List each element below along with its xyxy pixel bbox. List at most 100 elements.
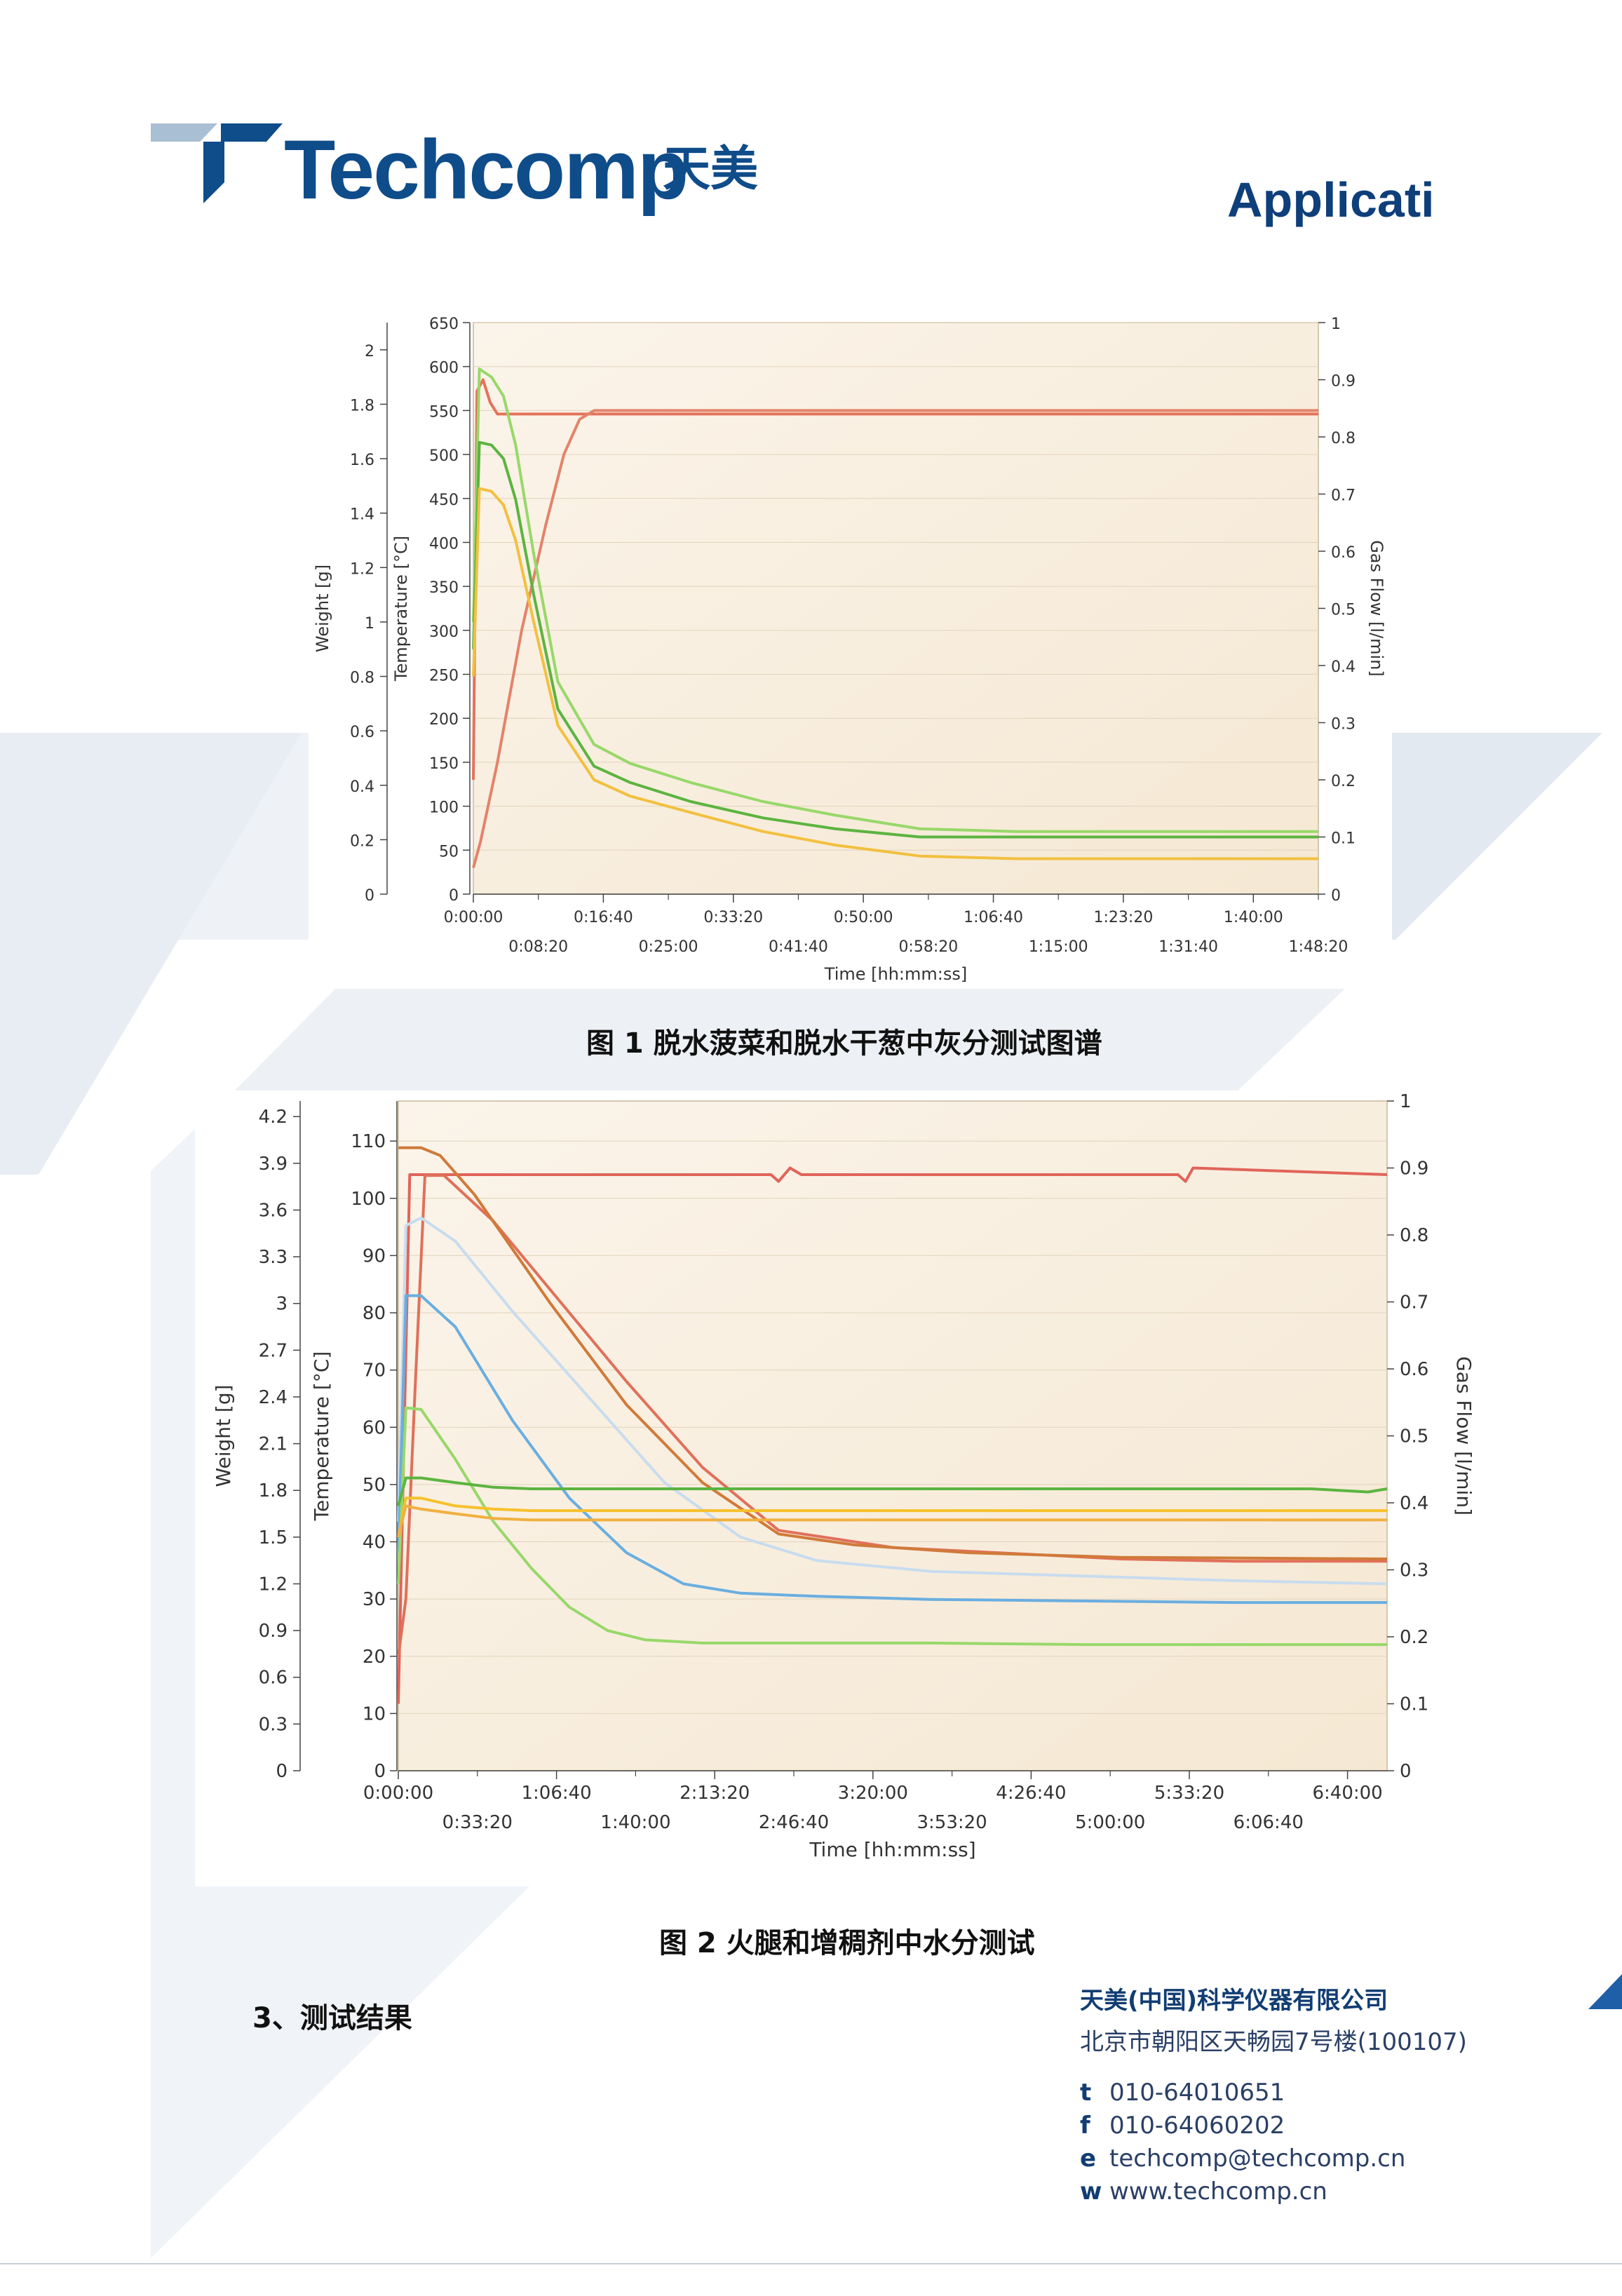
y-tick-label: 60 [363, 1417, 386, 1438]
y-tick-label: 50 [363, 1475, 386, 1496]
x-tick-label: 1:06:40 [521, 1783, 591, 1804]
x-tick-label: 1:40:00 [600, 1812, 670, 1833]
contact-email[interactable]: e techcomp@techcomp.cn [1080, 2145, 1406, 2173]
y3-tick-label: 0 [1331, 887, 1341, 905]
logo-mark-icon [151, 123, 283, 203]
x-tick-label: 1:31:40 [1158, 938, 1218, 956]
x-tick-label: 0:16:40 [574, 909, 633, 926]
y3-tick-label: 0 [1400, 1761, 1412, 1782]
y3-tick-label: 1 [1400, 1091, 1412, 1112]
y2-tick-label: 1.2 [350, 560, 374, 578]
y2-tick-label: 1.8 [259, 1480, 288, 1501]
section-heading: 3、测试结果 [252, 2002, 412, 2034]
series-line-3 [398, 1146, 1388, 1560]
y2-tick-label: 1.2 [259, 1574, 288, 1595]
x-tick-label: 3:20:00 [838, 1783, 908, 1804]
x-tick-label: 1:15:00 [1029, 938, 1088, 956]
y3-tick-label: 0.1 [1400, 1694, 1428, 1715]
contact-block: 天美(中国)科学仪器有限公司 北京市朝阳区天畅园7号楼(100107) t 010… [1080, 1981, 1467, 2208]
y-tick-label: 40 [363, 1532, 386, 1553]
series-line-1 [397, 1166, 1388, 1704]
y2-tick-label: 4.2 [259, 1107, 288, 1128]
y2-tick-label: 2.4 [259, 1387, 288, 1408]
y-tick-label: 80 [363, 1303, 386, 1324]
y2-tick-label: 3.3 [259, 1247, 288, 1268]
y3-tick-label: 0.5 [1331, 602, 1356, 619]
x-tick-label: 0:33:20 [703, 909, 763, 926]
x-tick-label: 6:40:00 [1312, 1783, 1382, 1804]
y2-tick-label: 0.9 [259, 1621, 288, 1642]
chart-moisture-test: 11010090807060504030201004.23.93.63.332.… [195, 1090, 1492, 1886]
y-tick-label: 0 [449, 887, 459, 905]
series-line-7 [397, 1476, 1388, 1506]
y2-axis-label: Weight [g] [313, 565, 332, 652]
y3-tick-label: 0.5 [1400, 1426, 1428, 1447]
y-tick-label: 100 [351, 1189, 386, 1210]
y-axis-label: Temperature [°C] [391, 536, 411, 682]
y-tick-label: 650 [429, 316, 459, 333]
y-tick-label: 550 [429, 403, 459, 421]
chart-ash-test: 6506005505004504003503002502001501005002… [309, 295, 1392, 989]
y2-tick-label: 1.5 [259, 1527, 288, 1548]
x-tick-label: 0:33:20 [442, 1812, 513, 1833]
y2-tick-label: 0 [276, 1761, 288, 1782]
y-tick-label: 50 [439, 843, 459, 860]
y3-tick-label: 1 [1331, 316, 1341, 333]
y-tick-label: 600 [429, 360, 459, 377]
logo-text: Techcomp [284, 123, 689, 217]
series-line-5 [397, 1294, 1387, 1605]
x-axis-label: Time [hh:mm:ss] [809, 1838, 975, 1861]
x-tick-label: 4:26:40 [996, 1783, 1066, 1804]
y3-tick-label: 0.8 [1331, 430, 1356, 447]
x-tick-label: 3:53:20 [917, 1812, 987, 1833]
series-line-6 [397, 1406, 1387, 1647]
y2-tick-label: 2 [365, 343, 374, 360]
y2-tick-label: 0.6 [350, 724, 374, 741]
figure-2-caption: 图 2 火腿和增稠剂中水分测试 [659, 1927, 1035, 1959]
y2-tick-label: 0.3 [259, 1714, 288, 1735]
x-axis-label: Time [hh:mm:ss] [824, 964, 967, 984]
y3-axis-label: Gas Flow [l/min] [1452, 1356, 1475, 1515]
y3-tick-label: 0.6 [1400, 1359, 1428, 1380]
contact-phone: t 010-64010651 [1080, 2079, 1285, 2107]
y-tick-label: 350 [429, 579, 459, 597]
y-tick-label: 20 [363, 1647, 386, 1668]
logo-chinese-text: 天美 [663, 142, 759, 197]
y3-tick-label: 0.7 [1400, 1292, 1428, 1314]
x-tick-label: 5:00:00 [1075, 1812, 1145, 1833]
y-tick-label: 30 [363, 1589, 386, 1610]
x-tick-label: 5:33:20 [1154, 1783, 1224, 1804]
y2-axis-label: Weight [g] [212, 1384, 235, 1487]
y3-tick-label: 0.7 [1331, 487, 1356, 505]
y2-tick-label: 2.7 [259, 1340, 288, 1361]
x-tick-label: 6:06:40 [1234, 1812, 1304, 1833]
series-line-4 [397, 1216, 1388, 1586]
series-line-9 [397, 1504, 1387, 1538]
contact-website[interactable]: w www.techcomp.cn [1080, 2177, 1327, 2206]
y3-tick-label: 0.3 [1400, 1560, 1428, 1581]
y3-tick-label: 0.4 [1400, 1493, 1428, 1514]
contact-fax: f 010-64060202 [1080, 2112, 1285, 2140]
y2-tick-label: 3.9 [259, 1154, 288, 1175]
company-logo: Techcomp 天美 [151, 112, 758, 212]
series-line-2 [472, 409, 1318, 868]
series-line-5 [472, 487, 1318, 860]
x-tick-label: 2:46:40 [759, 1812, 829, 1833]
y3-tick-label: 0.9 [1400, 1159, 1428, 1180]
y3-tick-label: 0.2 [1400, 1627, 1428, 1648]
y-tick-label: 70 [363, 1360, 386, 1382]
y-tick-label: 250 [429, 668, 459, 685]
figure-1-caption: 图 1 脱水菠菜和脱水干葱中灰分测试图谱 [586, 1027, 1102, 1060]
y3-tick-label: 0.1 [1331, 830, 1356, 848]
y-tick-label: 90 [363, 1245, 386, 1267]
x-tick-label: 0:50:00 [834, 909, 893, 926]
y-tick-label: 500 [429, 447, 459, 465]
y2-tick-label: 1.4 [350, 506, 374, 524]
y-axis-label: Temperature [°C] [310, 1351, 333, 1522]
y3-tick-label: 0.9 [1331, 373, 1356, 391]
y-tick-label: 100 [429, 799, 459, 817]
y2-tick-label: 1.8 [350, 397, 374, 414]
y2-tick-label: 0 [365, 887, 374, 905]
y3-tick-label: 0.4 [1331, 659, 1356, 676]
x-tick-label: 1:23:20 [1094, 909, 1154, 926]
